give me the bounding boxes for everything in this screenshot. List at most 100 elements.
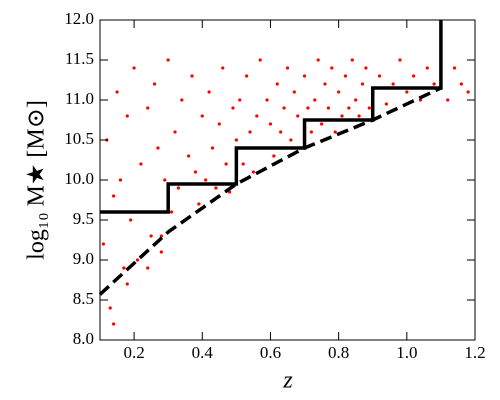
point <box>292 90 296 94</box>
point <box>187 154 191 158</box>
point <box>268 122 273 126</box>
point <box>285 66 290 70</box>
point <box>275 82 279 86</box>
y-tick-label: 11.5 <box>65 49 94 68</box>
point <box>221 66 225 70</box>
point <box>289 138 293 142</box>
point <box>377 74 382 78</box>
point <box>412 74 416 78</box>
point <box>204 178 208 182</box>
point <box>391 82 395 86</box>
point <box>360 82 365 86</box>
point <box>224 162 228 166</box>
point <box>166 58 170 62</box>
point <box>197 202 201 206</box>
point <box>176 186 181 190</box>
point <box>459 82 463 86</box>
point <box>251 170 256 174</box>
point <box>316 58 320 62</box>
line <box>98 86 442 296</box>
point <box>152 82 157 86</box>
point <box>125 282 129 286</box>
point <box>425 66 429 70</box>
point <box>350 58 354 62</box>
point <box>306 106 310 110</box>
point <box>255 114 259 118</box>
y-tick-label: 11.0 <box>65 89 94 108</box>
point <box>384 102 388 106</box>
point <box>180 98 184 102</box>
point <box>190 74 194 78</box>
point <box>234 138 238 142</box>
point <box>129 218 133 222</box>
point <box>326 106 331 110</box>
point <box>248 130 252 134</box>
x-tick-label: 0.8 <box>328 343 349 362</box>
x-tick-label: 1.2 <box>464 343 485 362</box>
y-tick-label: 8.5 <box>73 289 94 308</box>
y-axis-title: log₁₀ M★ [M⊙] <box>24 100 50 260</box>
point <box>446 98 450 102</box>
point <box>149 234 153 238</box>
y-tick-label: 10.0 <box>64 169 94 188</box>
point <box>207 90 211 94</box>
point <box>112 322 116 326</box>
point <box>340 114 344 118</box>
point <box>364 66 368 70</box>
x-tick-label: 1.0 <box>396 343 417 362</box>
point <box>279 130 283 134</box>
point <box>330 66 334 70</box>
point <box>173 130 177 134</box>
point <box>405 90 409 94</box>
point <box>146 106 150 110</box>
point <box>101 242 106 246</box>
point <box>108 306 112 310</box>
point <box>296 114 300 118</box>
point <box>163 178 167 182</box>
y-tick-label: 9.0 <box>73 249 94 268</box>
point <box>112 194 116 198</box>
point <box>354 98 358 102</box>
point <box>241 162 245 166</box>
point <box>115 90 119 94</box>
point <box>265 98 269 102</box>
point <box>159 250 163 254</box>
line <box>100 20 443 214</box>
point <box>302 74 307 78</box>
point <box>323 82 327 86</box>
point <box>125 114 129 118</box>
point <box>210 146 215 150</box>
x-tick-label: 0.4 <box>192 343 214 362</box>
point <box>156 146 160 150</box>
y-tick-label: 9.5 <box>73 209 94 228</box>
point <box>337 90 341 94</box>
point <box>214 186 218 190</box>
y-tick-label: 10.5 <box>64 129 94 148</box>
x-tick-label: 0.2 <box>123 343 144 362</box>
point <box>452 66 457 70</box>
point <box>200 114 204 118</box>
point <box>343 74 348 78</box>
point <box>367 106 371 110</box>
point <box>139 162 143 166</box>
point <box>132 66 136 70</box>
point <box>238 98 242 102</box>
point <box>319 122 324 126</box>
point <box>466 90 470 94</box>
x-axis-title: z <box>282 368 293 394</box>
point <box>333 130 337 134</box>
x-tick-label: 0.6 <box>260 343 281 362</box>
point <box>258 58 262 62</box>
y-tick-label: 12.0 <box>64 9 94 28</box>
point <box>146 266 150 270</box>
point <box>135 258 140 262</box>
point <box>398 58 402 62</box>
point <box>282 106 286 110</box>
point <box>122 266 126 270</box>
point <box>169 210 174 214</box>
point <box>118 178 123 182</box>
y-tick-label: 8.0 <box>73 329 94 348</box>
point <box>193 170 198 174</box>
